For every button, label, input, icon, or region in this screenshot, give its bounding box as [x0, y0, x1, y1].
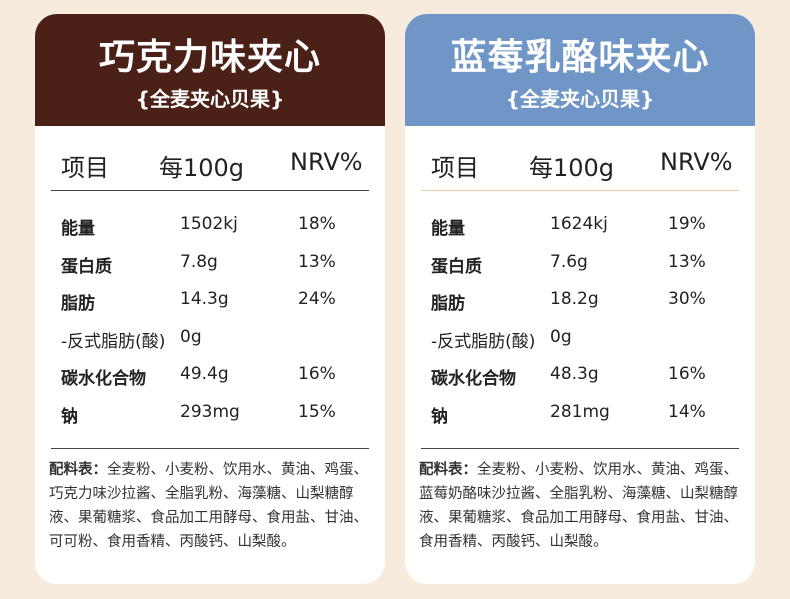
- ingredients-text: 配料表：全麦粉、小麦粉、饮用水、黄油、鸡蛋、蓝莓奶酪味沙拉酱、全脂乳粉、海藻糖、…: [419, 458, 741, 554]
- row-value: 14.3g: [180, 289, 229, 310]
- row-value: 293mg: [180, 401, 240, 422]
- table-header: 项目 每100g NRV%: [405, 144, 755, 188]
- col-per-100g: 每100g: [529, 154, 615, 182]
- row-nrv: 19%: [668, 214, 706, 234]
- row-name: 钠: [431, 406, 448, 427]
- ingredients-label: 配料表：: [49, 462, 107, 478]
- card-title: 巧克力味夹心: [98, 37, 321, 78]
- row-nrv: 16%: [298, 364, 336, 385]
- col-item: 项目: [61, 154, 109, 182]
- row-value: 1502kj: [180, 214, 238, 234]
- footer-divider: [51, 448, 369, 449]
- table-header: 项目 每100g NRV%: [35, 144, 385, 188]
- row-name: 能量: [61, 219, 95, 239]
- ingredients-text: 配料表：全麦粉、小麦粉、饮用水、黄油、鸡蛋、巧克力味沙拉酱、全脂乳粉、海藻糖、山…: [49, 458, 371, 554]
- row-nrv: 13%: [298, 251, 336, 272]
- footer-divider: [421, 448, 739, 449]
- row-nrv: 15%: [298, 401, 336, 422]
- col-nrv: NRV%: [660, 148, 733, 176]
- table-row: 能量 1624kj 19%: [405, 206, 755, 244]
- row-nrv: 13%: [668, 251, 706, 272]
- row-value: 48.3g: [550, 364, 599, 385]
- row-value: 7.8g: [180, 251, 218, 272]
- row-name: -反式脂肪(酸): [61, 331, 166, 352]
- col-nrv: NRV%: [290, 148, 363, 176]
- row-name: 能量: [431, 219, 465, 239]
- card-subtitle: {全麦夹心贝果}: [505, 87, 655, 111]
- row-value: 281mg: [550, 401, 610, 422]
- header-divider: [51, 190, 369, 191]
- row-nrv: 30%: [668, 289, 706, 310]
- row-name: 碳水化合物: [431, 369, 516, 390]
- table-row: 钠 281mg 14%: [405, 394, 755, 432]
- row-name: -反式脂肪(酸): [431, 331, 536, 352]
- card-subtitle: {全麦夹心贝果}: [135, 87, 285, 111]
- card-header: 巧克力味夹心 {全麦夹心贝果}: [35, 14, 385, 126]
- table-row: 钠 293mg 15%: [35, 394, 385, 432]
- col-item: 项目: [431, 154, 479, 182]
- nutrition-rows: 能量 1624kj 19% 蛋白质 7.6g 13% 脂肪 18.2g 30% -反式脂肪(…: [405, 206, 755, 432]
- nutrition-rows: 能量 1502kj 18% 蛋白质 7.8g 13% 脂肪 14.3g 24% -反式脂肪(…: [35, 206, 385, 432]
- card-title: 蓝莓乳酪味夹心: [450, 37, 710, 78]
- chocolate-nutrition-card: 巧克力味夹心 {全麦夹心贝果} 项目 每100g NRV% 能量 1502kj 18…: [35, 14, 385, 584]
- ingredients-label: 配料表：: [419, 462, 477, 478]
- table-row: 蛋白质 7.6g 13%: [405, 244, 755, 282]
- row-nrv: 16%: [668, 364, 706, 385]
- table-row: -反式脂肪(酸) 0g: [35, 319, 385, 357]
- row-name: 脂肪: [61, 294, 95, 315]
- row-value: 49.4g: [180, 364, 229, 385]
- table-row: 能量 1502kj 18%: [35, 206, 385, 244]
- row-name: 钠: [61, 406, 78, 427]
- row-value: 1624kj: [550, 214, 608, 234]
- row-value: 7.6g: [550, 251, 588, 272]
- row-name: 碳水化合物: [61, 369, 146, 390]
- table-row: 脂肪 14.3g 24%: [35, 281, 385, 319]
- blueberry-nutrition-card: 蓝莓乳酪味夹心 {全麦夹心贝果} 项目 每100g NRV% 能量 1624kj 1…: [405, 14, 755, 584]
- ingredients-list: 全麦粉、小麦粉、饮用水、黄油、鸡蛋、蓝莓奶酪味沙拉酱、全脂乳粉、海藻糖、山梨糖醇…: [419, 462, 738, 550]
- table-row: 蛋白质 7.8g 13%: [35, 244, 385, 282]
- ingredients-list: 全麦粉、小麦粉、饮用水、黄油、鸡蛋、巧克力味沙拉酱、全脂乳粉、海藻糖、山梨糖醇液…: [49, 462, 368, 550]
- row-name: 蛋白质: [431, 256, 482, 277]
- card-header: 蓝莓乳酪味夹心 {全麦夹心贝果}: [405, 14, 755, 126]
- row-value: 18.2g: [550, 289, 599, 310]
- row-nrv: 14%: [668, 401, 706, 422]
- table-row: 碳水化合物 48.3g 16%: [405, 356, 755, 394]
- header-divider: [421, 190, 739, 191]
- col-per-100g: 每100g: [159, 154, 245, 182]
- table-row: 碳水化合物 49.4g 16%: [35, 356, 385, 394]
- row-name: 蛋白质: [61, 256, 112, 277]
- row-value: 0g: [550, 326, 572, 347]
- row-value: 0g: [180, 326, 202, 347]
- row-nrv: 18%: [298, 214, 336, 234]
- row-name: 脂肪: [431, 294, 465, 315]
- row-nrv: 24%: [298, 289, 336, 310]
- table-row: 脂肪 18.2g 30%: [405, 281, 755, 319]
- table-row: -反式脂肪(酸) 0g: [405, 319, 755, 357]
